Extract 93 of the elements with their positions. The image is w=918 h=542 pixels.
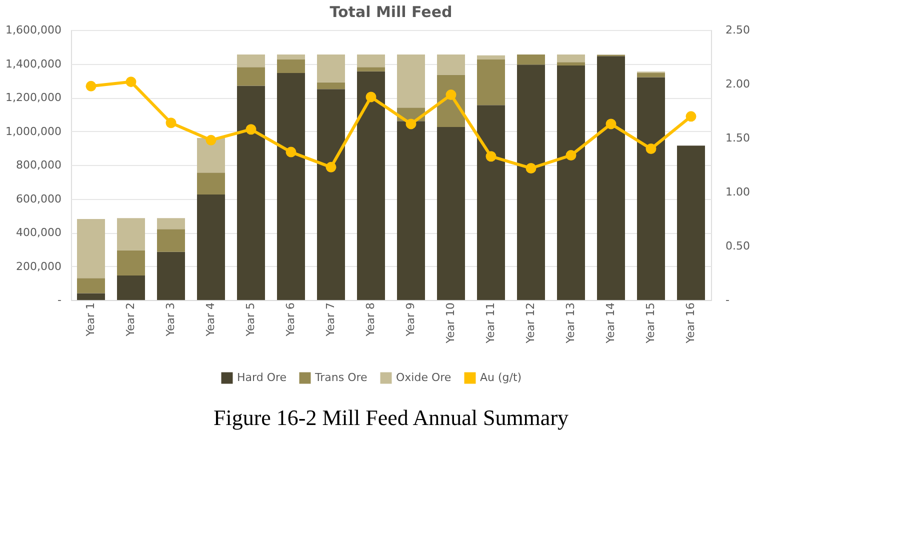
bar bbox=[277, 73, 305, 300]
bar bbox=[477, 55, 505, 60]
x-tick-label: Year 10 bbox=[444, 302, 457, 344]
point bbox=[246, 124, 256, 135]
bar bbox=[357, 54, 385, 68]
bar bbox=[117, 218, 145, 250]
x-tick-label: Year 2 bbox=[124, 302, 137, 338]
x-tick-label: Year 1 bbox=[84, 302, 97, 338]
bar bbox=[597, 56, 625, 300]
bar bbox=[477, 60, 505, 106]
x-tick-label: Year 6 bbox=[284, 302, 297, 338]
x-tick-label: Year 11 bbox=[484, 302, 497, 344]
bar bbox=[157, 218, 185, 230]
bar bbox=[637, 73, 665, 78]
y2-tick-label: 1.50 bbox=[726, 132, 750, 144]
bar bbox=[77, 293, 105, 300]
point bbox=[526, 163, 536, 174]
y-tick-label: 600,000 bbox=[16, 192, 62, 206]
bar bbox=[317, 54, 345, 82]
x-tick-label: Year 13 bbox=[564, 302, 577, 344]
bar bbox=[517, 64, 545, 300]
point bbox=[646, 144, 656, 154]
bar bbox=[557, 54, 585, 62]
y-tick-label: 400,000 bbox=[16, 226, 62, 239]
point bbox=[126, 76, 136, 88]
x-tick-label: Year 14 bbox=[604, 302, 617, 344]
point bbox=[566, 150, 576, 161]
y-tick-label: 800,000 bbox=[16, 158, 62, 172]
bar bbox=[117, 250, 145, 276]
bar bbox=[437, 54, 465, 75]
y-tick-label: 200,000 bbox=[16, 260, 62, 273]
bar bbox=[157, 229, 185, 252]
point bbox=[166, 118, 176, 128]
bar bbox=[397, 54, 425, 108]
point bbox=[686, 111, 696, 122]
x-tick-label: Year 9 bbox=[404, 302, 417, 338]
bar bbox=[197, 194, 225, 300]
point bbox=[286, 146, 296, 158]
x-tick-label: Year 4 bbox=[204, 302, 217, 338]
y2-tick-label: 2.50 bbox=[726, 24, 750, 36]
bar bbox=[237, 67, 265, 86]
bar bbox=[357, 71, 385, 300]
y-tick-label: 1,400,000 bbox=[6, 57, 62, 70]
point bbox=[446, 90, 456, 100]
point bbox=[206, 134, 216, 146]
x-tick-label: Year 16 bbox=[684, 302, 697, 344]
bar bbox=[237, 86, 265, 300]
bar bbox=[357, 67, 385, 72]
caption: Figure 16-2 Mill Feed Annual Summary bbox=[213, 405, 569, 430]
bar bbox=[637, 77, 665, 300]
x-tick-label: Year 15 bbox=[644, 302, 657, 344]
y2-tick-label: 2.00 bbox=[726, 78, 750, 90]
bar bbox=[77, 219, 105, 278]
point bbox=[326, 162, 336, 172]
bar bbox=[397, 121, 425, 300]
legend-label: Au (g/t) bbox=[480, 371, 522, 384]
bar bbox=[477, 105, 505, 300]
bar bbox=[437, 127, 465, 300]
x-tick-label: Year 3 bbox=[164, 302, 177, 338]
y2-tick-label: 0.50 bbox=[726, 240, 750, 252]
bar bbox=[557, 65, 585, 300]
bar bbox=[197, 172, 225, 195]
bar bbox=[157, 252, 185, 300]
x-tick-label: Year 5 bbox=[244, 302, 257, 338]
point bbox=[406, 118, 416, 130]
x-tick-label: Year 7 bbox=[324, 302, 337, 338]
point bbox=[366, 92, 376, 102]
legend-label: Trans Ore bbox=[314, 371, 368, 384]
y2-tick-label: - bbox=[726, 294, 730, 306]
legend-label: Hard Ore bbox=[237, 371, 287, 384]
bar bbox=[77, 278, 105, 294]
bar bbox=[557, 62, 585, 66]
point bbox=[486, 151, 496, 162]
y2-tick-label: 1.00 bbox=[726, 186, 750, 198]
x-tick-label: Year 8 bbox=[364, 302, 377, 338]
bar bbox=[277, 60, 305, 74]
point bbox=[86, 80, 96, 92]
y-tick-label: - bbox=[58, 294, 62, 306]
y-tick-label: 1,600,000 bbox=[6, 24, 62, 36]
bar bbox=[517, 54, 545, 65]
x-tick-label: Year 12 bbox=[524, 302, 537, 344]
point bbox=[606, 118, 616, 130]
bar bbox=[277, 54, 305, 60]
y-tick-label: 1,000,000 bbox=[6, 124, 62, 138]
y-tick-label: 1,200,000 bbox=[6, 91, 62, 104]
bar bbox=[117, 276, 145, 300]
chart-title: Total Mill Feed bbox=[330, 3, 452, 21]
bar bbox=[237, 54, 265, 68]
legend-label: Oxide Ore bbox=[396, 371, 452, 384]
bar bbox=[197, 138, 225, 173]
bar bbox=[317, 82, 345, 90]
bar bbox=[317, 89, 345, 300]
bar bbox=[677, 146, 705, 300]
